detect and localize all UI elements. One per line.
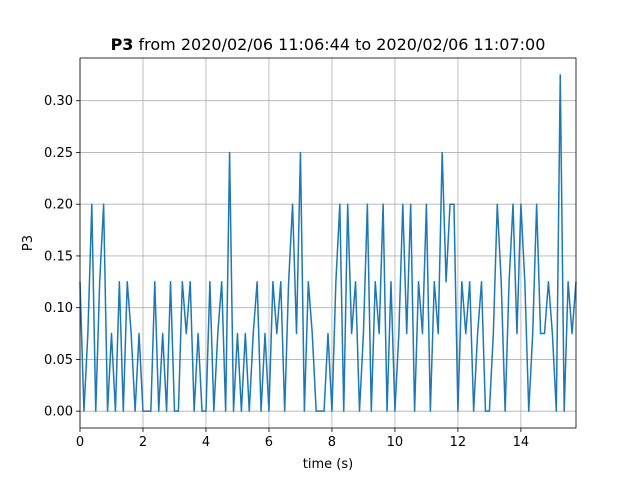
y-tick-label: 0.05 [44,353,73,368]
y-tick-label: 0.20 [44,198,73,213]
y-tick-label: 0.15 [44,249,73,264]
x-tick-label: 8 [328,435,336,450]
x-tick-label: 12 [450,435,467,450]
axes-frame [79,57,577,429]
x-tick-label: 0 [76,435,84,450]
y-tick-label: 0.00 [44,405,73,420]
data-line [79,74,577,412]
x-tick-label: 10 [387,435,404,450]
chart-title: P3 from 2020/02/06 11:06:44 to 2020/02/0… [111,35,546,54]
y-tick-label: 0.10 [44,301,73,316]
title-text: from 2020/02/06 11:06:44 to 2020/02/06 1… [139,35,546,54]
y-axis-label: P3 [21,235,36,251]
title-bold: P3 [111,35,134,54]
x-axis-label: time (s) [303,457,353,472]
y-tick-label: 0.30 [44,94,73,109]
x-tick-label: 14 [513,435,530,450]
y-tick-label: 0.25 [44,146,73,161]
x-tick-label: 2 [139,435,147,450]
x-tick-label: 6 [265,435,273,450]
x-tick-label: 4 [202,435,210,450]
